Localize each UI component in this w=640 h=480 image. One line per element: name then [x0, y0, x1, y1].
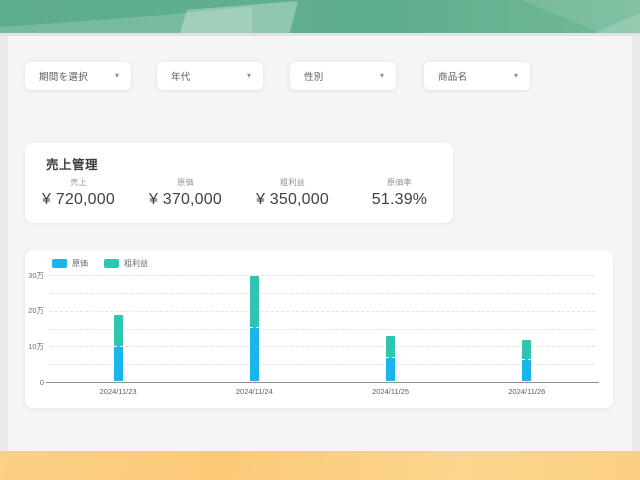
- metric-cost-value: ¥ 370,000: [149, 191, 222, 208]
- sales-summary-card: 売上管理 売上 ¥ 720,000 原価 ¥ 370,000 粗利益 ¥ 350…: [25, 143, 453, 223]
- metrics-row: 売上 ¥ 720,000 原価 ¥ 370,000 粗利益 ¥ 350,000 …: [25, 177, 453, 209]
- gender-filter-dropdown[interactable]: 性別 ▾: [290, 62, 396, 90]
- metric-cost-rate-label: 原価率: [387, 178, 412, 187]
- chart-legend: 原価 粗利益: [52, 258, 148, 269]
- y-axis-tick-label: 30万: [28, 270, 44, 280]
- gridline: [50, 364, 595, 366]
- bar-segment-粗利益[interactable]: [113, 315, 123, 348]
- legend-item-cost[interactable]: 原価: [52, 258, 88, 269]
- metric-gross-profit-value: ¥ 350,000: [256, 191, 329, 208]
- metric-cost: 原価 ¥ 370,000: [132, 177, 239, 209]
- metric-sales-label: 売上: [70, 178, 87, 187]
- left-edge-strip: [0, 36, 8, 451]
- chevron-down-icon: ▾: [246, 71, 251, 80]
- chart-plot-area: 0 10万 20万 30万 2024/11/23 2024/11/24 2024/11/25…: [28, 271, 599, 396]
- gross-profit-series-label: 粗利益: [124, 259, 148, 268]
- bar-segment-粗利益[interactable]: [522, 340, 532, 360]
- period-filter-dropdown[interactable]: 期間を選択 ▾: [25, 62, 131, 90]
- x-axis-tick-label: 2024/11/25: [372, 387, 410, 396]
- gridline: [50, 346, 595, 348]
- x-axis-line: [46, 382, 599, 383]
- metric-sales-value: ¥ 720,000: [42, 191, 115, 208]
- gridline: [50, 328, 595, 330]
- bar-segment-原価[interactable]: [249, 327, 259, 381]
- metric-gross-profit: 粗利益 ¥ 350,000: [239, 177, 346, 209]
- x-axis-tick-label: 2024/11/24: [235, 387, 273, 396]
- metric-cost-label: 原価: [177, 178, 194, 187]
- cost-series-swatch: [52, 259, 67, 268]
- header-divider: [0, 33, 640, 36]
- sales-card-title: 売上管理: [46, 158, 99, 172]
- bar-segment-粗利益[interactable]: [249, 275, 259, 328]
- metric-cost-rate-value: 51.39%: [371, 191, 428, 208]
- bar-segment-原価[interactable]: [113, 347, 123, 381]
- product-filter-label: 商品名: [438, 72, 468, 83]
- header-wedge-decoration: [180, 0, 298, 33]
- gridline: [50, 310, 595, 312]
- x-axis-tick-label: 2024/11/26: [508, 387, 546, 396]
- metric-sales: 売上 ¥ 720,000: [25, 177, 132, 209]
- bar-segment-原価[interactable]: [522, 359, 532, 381]
- right-edge-strip: [632, 36, 640, 451]
- chevron-down-icon: ▾: [513, 71, 518, 80]
- y-axis-tick-label: 10万: [28, 341, 44, 351]
- legend-item-gross-profit[interactable]: 粗利益: [104, 258, 148, 269]
- product-filter-dropdown[interactable]: 商品名 ▾: [424, 62, 530, 90]
- metric-cost-rate: 原価率 51.39%: [346, 177, 453, 209]
- bar-segment-原価[interactable]: [386, 357, 396, 381]
- header-band: [0, 0, 640, 33]
- y-axis-tick-label: 0: [39, 377, 44, 387]
- gridline: [50, 292, 595, 294]
- age-filter-dropdown[interactable]: 年代 ▾: [157, 62, 263, 90]
- period-filter-label: 期間を選択: [39, 72, 89, 83]
- y-axis-tick-label: 20万: [28, 306, 44, 316]
- footer-band: [0, 451, 640, 480]
- chevron-down-icon: ▾: [379, 71, 384, 80]
- stacked-bar-2024-11-23[interactable]: [113, 315, 123, 381]
- sales-chart-card: 原価 粗利益 0 10万 20万 30万 2024/11/23 2024/11/24 202…: [25, 250, 613, 408]
- chevron-down-icon: ▾: [114, 71, 119, 80]
- x-axis-tick-label: 2024/11/23: [99, 387, 137, 396]
- metric-gross-profit-label: 粗利益: [280, 178, 305, 187]
- gross-profit-series-swatch: [104, 259, 119, 268]
- gender-filter-label: 性別: [304, 72, 324, 83]
- cost-series-label: 原価: [72, 259, 88, 268]
- stacked-bar-2024-11-25[interactable]: [386, 336, 396, 381]
- stacked-bar-2024-11-26[interactable]: [522, 340, 532, 381]
- gridline: [50, 275, 595, 276]
- stacked-bar-2024-11-24[interactable]: [249, 275, 259, 381]
- age-filter-label: 年代: [171, 72, 191, 83]
- bar-segment-粗利益[interactable]: [386, 336, 396, 358]
